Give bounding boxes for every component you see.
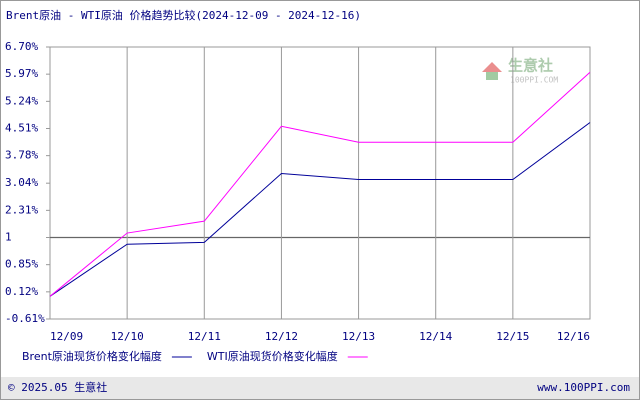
legend-label: WTI原油现货价格变化幅度 — [207, 349, 338, 363]
legend-label: Brent原油现货价格变化幅度 — [22, 349, 162, 363]
series-line — [49, 122, 591, 297]
y-tick-label: -0.61% — [5, 312, 45, 325]
x-tick-label: 12/09 — [50, 330, 83, 343]
x-tick-label: 12/11 — [188, 330, 221, 343]
y-tick-label: 3.04% — [5, 176, 38, 189]
logo-roof — [482, 62, 502, 72]
logo-body — [486, 72, 498, 80]
x-tick-label: 12/13 — [342, 330, 375, 343]
x-tick-label: 12/14 — [419, 330, 452, 343]
series-line — [49, 71, 591, 297]
footer-right: www.100PPI.com — [537, 381, 630, 394]
watermark-name: 生意社 — [508, 57, 553, 75]
y-tick-label: 1 — [5, 231, 12, 244]
watermark-site: 100PPI.COM — [510, 76, 558, 85]
x-tick-label: 12/16 — [557, 330, 590, 343]
y-tick-label: 0.85% — [5, 258, 38, 271]
watermark: 生意社 100PPI.COM — [482, 57, 558, 85]
y-tick-label: 6.70% — [5, 40, 38, 53]
x-tick-label: 12/15 — [496, 330, 529, 343]
chart-title: Brent原油 - WTI原油 价格趋势比较(2024-12-09 - 2024… — [6, 8, 361, 22]
x-tick-label: 12/10 — [111, 330, 144, 343]
y-tick-label: 5.24% — [5, 94, 38, 107]
y-tick-label: 4.51% — [5, 121, 38, 134]
y-tick-label: 3.78% — [5, 149, 38, 162]
x-tick-label: 12/12 — [265, 330, 298, 343]
y-tick-label: 2.31% — [5, 203, 38, 216]
y-tick-label: 5.97% — [5, 67, 38, 80]
footer-left: © 2025.05 生意社 — [8, 380, 107, 394]
footer-bar — [1, 377, 639, 399]
y-tick-label: 0.12% — [5, 285, 38, 298]
